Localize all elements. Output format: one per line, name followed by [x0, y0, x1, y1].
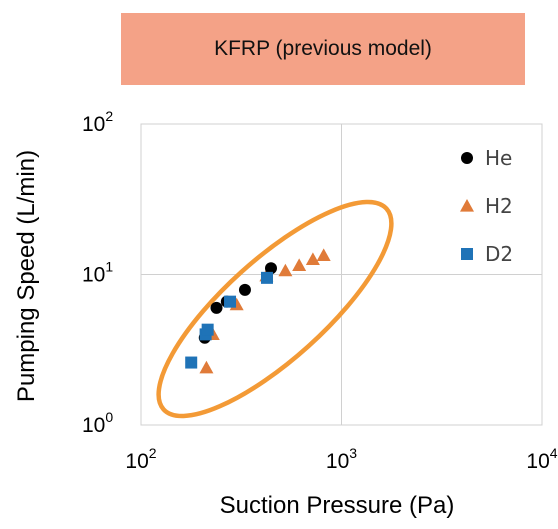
data-point-he [264, 262, 277, 275]
legend-marker-h2 [460, 199, 474, 212]
legend: He H2 D2 [460, 146, 513, 266]
grid-lines [141, 124, 542, 425]
data-point-d2 [260, 271, 273, 284]
data-point-he [238, 283, 251, 296]
legend-label-he: He [485, 146, 512, 170]
y-tick-label: 101 [82, 259, 113, 287]
data-point-h2 [278, 263, 293, 277]
x-tick-label: 103 [326, 445, 357, 473]
data-point-h2 [316, 248, 331, 261]
y-tick-label: 102 [82, 108, 113, 136]
x-tick-labels: 102 103 104 [125, 445, 557, 473]
legend-label-d2: D2 [485, 242, 513, 266]
y-axis-label: Pumping Speed (L/min) [13, 150, 40, 402]
data-point-h2 [292, 258, 307, 271]
title-banner: KFRP (previous model) [121, 13, 525, 85]
legend-marker-d2 [461, 248, 473, 260]
data-point-h2 [199, 360, 214, 374]
highlight-ellipse-shape [156, 199, 394, 419]
data-point-he [210, 301, 223, 314]
y-tick-label: 100 [82, 409, 113, 437]
chart-title: KFRP (previous model) [214, 37, 432, 60]
data-point-d2 [201, 323, 214, 336]
data-point-d2 [224, 295, 237, 308]
highlight-ellipse [156, 199, 394, 419]
x-axis-label: Suction Pressure (Pa) [220, 492, 455, 519]
legend-label-h2: H2 [485, 194, 513, 218]
data-points [185, 248, 331, 374]
x-tick-label: 104 [526, 445, 557, 473]
y-tick-labels: 100 101 102 [82, 108, 113, 437]
data-point-h2 [305, 252, 320, 265]
legend-marker-he [461, 152, 473, 164]
x-tick-label: 102 [125, 445, 156, 473]
data-point-d2 [185, 356, 198, 369]
